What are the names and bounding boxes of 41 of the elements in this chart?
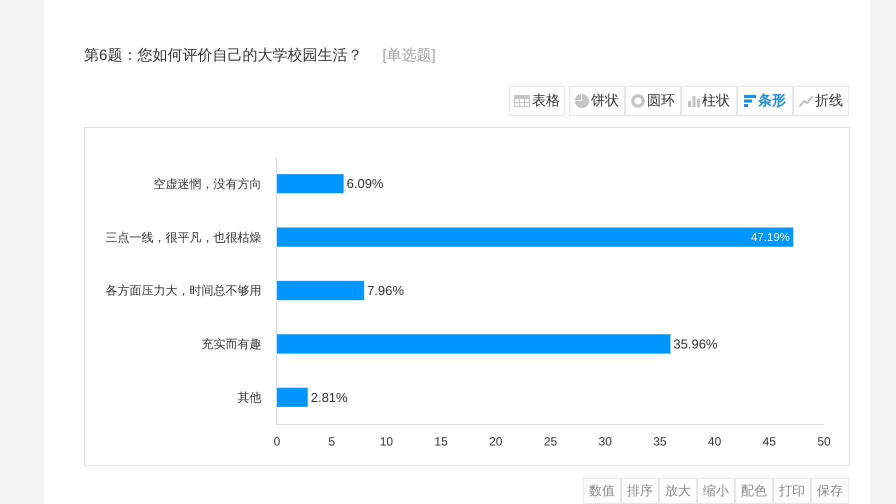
tool-button: 数值 <box>583 478 621 504</box>
x-tick-label: 25 <box>544 434 558 448</box>
y-tick-label: 空虚迷惘，没有方向 <box>154 176 262 191</box>
data-label: 47.19% <box>751 232 790 244</box>
bar <box>277 280 364 300</box>
chart-subtitle: [单选题] <box>382 46 436 64</box>
tool-button: 放大 <box>659 478 697 504</box>
x-tick-label: 50 <box>817 434 831 448</box>
tool-button: 缩小 <box>697 478 735 504</box>
bar <box>277 174 344 194</box>
x-tick-label: 40 <box>708 434 722 448</box>
x-tick-label: 10 <box>380 434 394 448</box>
chart-title: 第6题：您如何评价自己的大学校园生活？ <box>84 46 362 64</box>
chart-view-button: 柱状 <box>681 86 737 116</box>
data-label: 6.09% <box>346 176 384 192</box>
data-label: 2.81% <box>310 390 348 405</box>
x-tick-label: 35 <box>653 434 667 448</box>
chart-view-button: 饼状 <box>569 86 625 116</box>
y-tick-label: 各方面压力大，时间总不够用 <box>106 284 262 298</box>
tool-button: 保存 <box>811 478 849 504</box>
chart-view-button: 圆环 <box>625 86 681 116</box>
tool-button: 打印 <box>773 478 811 504</box>
chart-view-button: 折线 <box>793 86 849 116</box>
x-tick-label: 0 <box>274 434 281 448</box>
x-tick-label: 45 <box>762 434 776 448</box>
x-tick-label: 15 <box>434 434 448 448</box>
data-label: 7.96% <box>367 283 404 298</box>
bar <box>277 227 794 247</box>
bar <box>277 388 308 407</box>
data-label: 35.96% <box>673 336 718 352</box>
chart-view-button: 条形 <box>737 86 793 116</box>
bar <box>277 334 670 354</box>
y-tick-label: 其他 <box>238 390 262 404</box>
tool-button: 配色 <box>735 478 773 504</box>
y-tick-label: 三点一线，很平凡，也很枯燥 <box>106 230 262 244</box>
x-tick-label: 30 <box>598 434 612 448</box>
x-tick-label: 5 <box>328 434 336 448</box>
y-tick-label: 充实而有趣 <box>202 337 262 352</box>
chart-view-button: 表格 <box>509 86 565 116</box>
tool-button: 排序 <box>621 478 659 504</box>
x-tick-label: 20 <box>489 434 503 448</box>
